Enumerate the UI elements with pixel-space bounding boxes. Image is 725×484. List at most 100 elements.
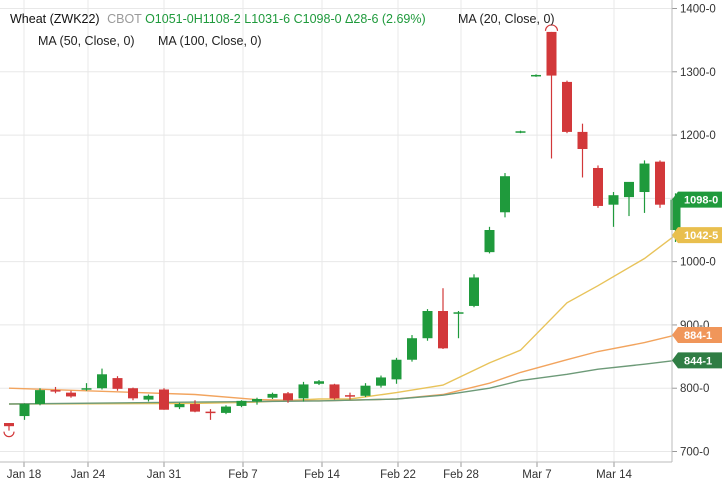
candle-body <box>422 311 433 339</box>
candle-body <box>159 389 169 410</box>
candle[interactable] <box>314 379 324 386</box>
candle-body <box>500 176 510 213</box>
candle-body <box>35 390 45 405</box>
high-marker <box>544 24 559 31</box>
candle[interactable] <box>35 388 45 406</box>
candle-body <box>329 384 340 399</box>
x-axis: Jan 18 Jan 24 Jan 31 Feb 7 Feb 14 Feb 22 Feb 2… <box>0 461 672 481</box>
change-value: Δ28-6 (2.69%) <box>345 12 426 26</box>
price-tag: 1042-5 <box>672 227 722 244</box>
candle-body <box>391 359 402 380</box>
candle[interactable] <box>422 309 433 341</box>
candle-body <box>267 393 278 398</box>
ma20-legend[interactable]: MA (20, Close, 0) <box>458 12 555 26</box>
ma100-line <box>8 359 676 405</box>
candle[interactable] <box>639 160 650 213</box>
candle-body <box>639 163 650 193</box>
x-tick-label: Feb 14 <box>304 469 340 481</box>
candle-body <box>562 81 572 132</box>
ma50-legend[interactable]: MA (50, Close, 0) <box>38 34 135 48</box>
candle[interactable] <box>329 383 340 400</box>
price-tag-layer: 1098-0 1042-5 884-1 844-1 <box>672 191 722 369</box>
candle[interactable] <box>345 392 355 400</box>
candle[interactable] <box>4 423 14 431</box>
y-tick-label: 1000-0 <box>680 257 716 269</box>
candle-body <box>97 374 107 389</box>
candle[interactable] <box>500 173 510 218</box>
x-tick-label: Mar 14 <box>596 469 632 481</box>
y-tick-label: 800-0 <box>680 383 709 395</box>
price-tag-bg <box>672 191 722 208</box>
candle-body <box>174 404 185 408</box>
candle[interactable] <box>655 160 665 208</box>
ma100-legend[interactable]: MA (100, Close, 0) <box>158 34 262 48</box>
symbol-label: Wheat (ZWK22) <box>10 12 100 26</box>
candle[interactable] <box>531 74 541 77</box>
candle[interactable] <box>19 403 30 420</box>
candle-body <box>453 312 464 314</box>
candle[interactable] <box>267 392 278 399</box>
price-tag: 884-1 <box>672 327 722 344</box>
candle[interactable] <box>360 383 371 398</box>
candle[interactable] <box>81 383 92 391</box>
candle-layer[interactable] <box>3 24 681 438</box>
candle[interactable] <box>407 335 417 362</box>
candle-body <box>469 277 479 306</box>
candle-body <box>593 167 603 206</box>
candle-body <box>515 131 526 133</box>
candle[interactable] <box>562 80 572 134</box>
candle[interactable] <box>205 409 216 420</box>
candle[interactable] <box>484 226 495 254</box>
candle[interactable] <box>593 165 603 208</box>
candle[interactable] <box>221 405 231 415</box>
candle[interactable] <box>174 402 185 410</box>
x-tick-label: Feb 28 <box>443 469 479 481</box>
candle[interactable] <box>624 181 634 217</box>
candle[interactable] <box>252 397 262 405</box>
candle[interactable] <box>453 311 464 339</box>
price-tag: 1098-0 <box>672 191 722 208</box>
candle[interactable] <box>112 376 123 391</box>
candle[interactable] <box>159 388 169 410</box>
candle[interactable] <box>128 387 138 401</box>
candle-body <box>608 195 619 205</box>
candle[interactable] <box>66 390 76 398</box>
low-value: L1031-6 <box>244 12 291 26</box>
candle-body <box>252 398 262 402</box>
candle[interactable] <box>143 394 154 402</box>
y-tick-label: 1300-0 <box>680 67 716 79</box>
candle[interactable] <box>391 357 402 384</box>
candle-body <box>143 395 154 400</box>
candle-body <box>624 181 634 198</box>
candle-body <box>531 74 541 77</box>
candle[interactable] <box>50 386 61 394</box>
candle-body <box>298 384 309 399</box>
candle[interactable] <box>608 192 619 227</box>
candle[interactable] <box>376 375 386 388</box>
candle[interactable] <box>469 274 479 308</box>
candle[interactable] <box>298 381 309 402</box>
candle[interactable] <box>97 368 107 390</box>
x-tick-label: Feb 22 <box>380 469 416 481</box>
open-value: O1051-0 <box>145 12 194 26</box>
candle[interactable] <box>546 31 557 159</box>
candle[interactable] <box>515 130 526 134</box>
candle[interactable] <box>577 123 588 178</box>
candle-body <box>484 230 495 253</box>
candle[interactable] <box>283 392 293 403</box>
candle-body <box>360 385 371 396</box>
candle-body <box>112 378 123 389</box>
price-tag-label: 844-1 <box>684 355 712 367</box>
x-tick-label: Feb 7 <box>228 469 257 481</box>
candle[interactable] <box>190 400 200 413</box>
candle-body <box>407 338 417 360</box>
candle[interactable] <box>438 288 448 349</box>
price-tag: 844-1 <box>672 352 722 369</box>
y-tick-label: 1400-0 <box>680 4 716 16</box>
candle[interactable] <box>236 400 247 408</box>
y-tick-label: 700-0 <box>680 447 709 459</box>
candle-body <box>670 199 681 230</box>
price-tag-bg <box>672 227 722 244</box>
